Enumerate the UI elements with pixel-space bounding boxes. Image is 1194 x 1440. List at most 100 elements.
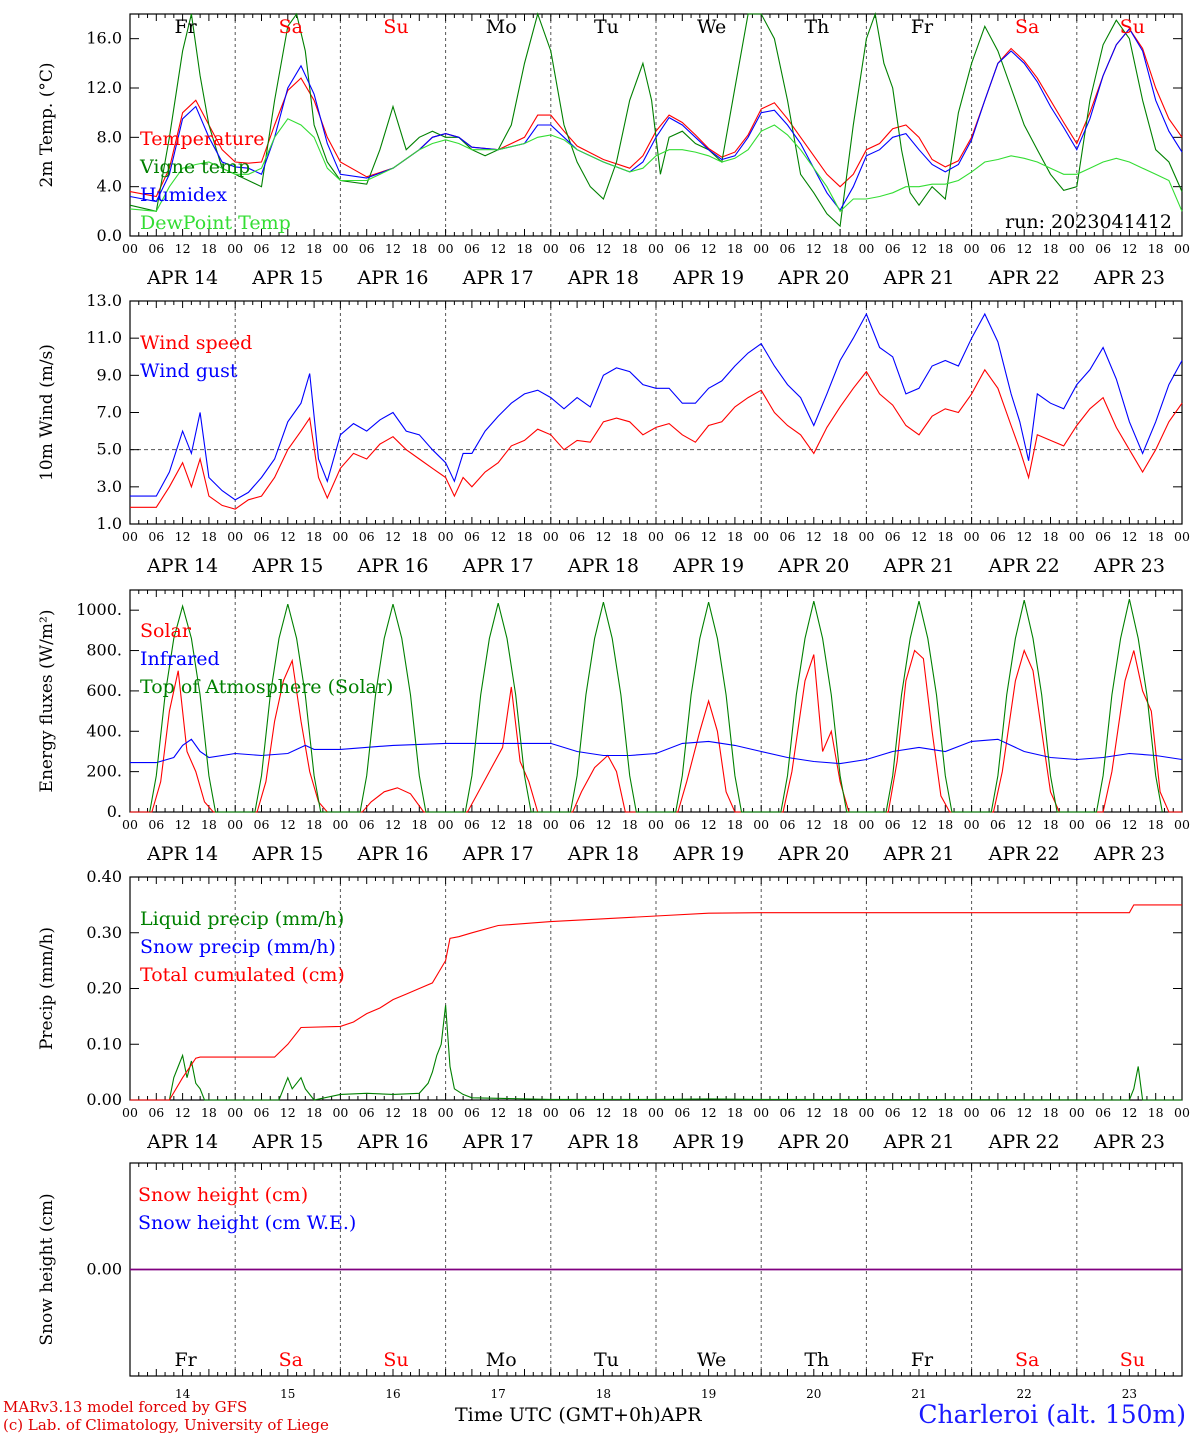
hour-tick-label: 12	[911, 817, 927, 832]
weekday-label: Su	[383, 16, 408, 38]
legend-entry: DewPoint Temp	[140, 212, 291, 234]
hour-tick-label: 18	[306, 1105, 322, 1120]
day-label: APR 16	[356, 843, 428, 865]
y-tick-label: 0.0	[97, 226, 122, 245]
hour-tick-label: 18	[306, 817, 322, 832]
day-number-label: 20	[806, 1387, 821, 1401]
hour-tick-label: 18	[517, 241, 533, 256]
hour-tick-label: 12	[595, 1105, 611, 1120]
y-tick-label: 4.0	[97, 177, 122, 196]
y-tick-label: 0.	[107, 802, 122, 821]
day-label: APR 14	[146, 555, 218, 577]
hour-tick-label: 00	[438, 241, 454, 256]
day-label: APR 23	[1093, 1131, 1165, 1153]
weekday-label: We	[697, 16, 726, 38]
hour-tick-label: 06	[674, 817, 690, 832]
hour-tick-label: 00	[753, 241, 769, 256]
hour-tick-label: 12	[280, 529, 296, 544]
hour-tick-label: 18	[201, 241, 217, 256]
hour-tick-label: 18	[832, 529, 848, 544]
hour-tick-label: 00	[964, 241, 980, 256]
weekday-label: Fr	[911, 1349, 934, 1371]
time-axis-label: Time UTC (GMT+0h)	[455, 1404, 661, 1426]
weekday-label: Th	[804, 16, 829, 38]
hour-tick-label: 18	[622, 817, 638, 832]
hour-tick-label: 06	[1095, 1105, 1111, 1120]
weekday-label: Fr	[911, 16, 934, 38]
day-label: APR 22	[988, 1131, 1060, 1153]
hour-tick-label: 00	[964, 817, 980, 832]
hour-tick-label: 12	[280, 1105, 296, 1120]
day-label: APR 22	[988, 267, 1060, 289]
lab-credit: (c) Lab. of Climatology, University of L…	[3, 1416, 329, 1434]
hour-tick-label: 18	[1148, 529, 1164, 544]
series-line	[129, 27, 1183, 212]
series-line	[130, 312, 1183, 501]
hour-tick-label: 12	[1121, 1105, 1137, 1120]
y-axis-label: Energy fluxes (W/m²)	[37, 610, 57, 793]
hour-tick-label: 18	[306, 529, 322, 544]
hour-tick-label: 18	[517, 817, 533, 832]
hour-tick-label: 12	[911, 241, 927, 256]
y-tick-label: 800.	[86, 641, 122, 660]
day-label: APR 20	[777, 267, 849, 289]
series-line	[130, 904, 1182, 1101]
day-number-label: 19	[701, 1387, 716, 1401]
hour-tick-label: 06	[254, 1105, 270, 1120]
day-label: APR 17	[462, 267, 534, 289]
hour-tick-label: 12	[490, 529, 506, 544]
hour-tick-label: 12	[595, 817, 611, 832]
hour-tick-label: 18	[517, 529, 533, 544]
hour-tick-label: 12	[1016, 817, 1032, 832]
y-tick-label: 200.	[86, 762, 122, 781]
hour-tick-label: 12	[911, 1105, 927, 1120]
weekday-label: Fr	[174, 1349, 197, 1371]
hour-tick-label: 06	[148, 1105, 164, 1120]
hour-tick-label: 06	[885, 529, 901, 544]
hour-tick-label: 18	[1043, 817, 1059, 832]
day-label: APR 14	[146, 843, 218, 865]
hour-tick-label: 00	[858, 241, 874, 256]
day-number-label: 17	[491, 1387, 506, 1401]
day-label: APR 19	[672, 1131, 744, 1153]
hour-tick-label: 06	[990, 241, 1006, 256]
hour-tick-label: 12	[806, 1105, 822, 1120]
hour-tick-label: 12	[911, 529, 927, 544]
hour-tick-label: 12	[280, 241, 296, 256]
day-number-label: 16	[385, 1387, 400, 1401]
station-title: Charleroi (alt. 150m)	[918, 1400, 1186, 1429]
hour-tick-label: 12	[490, 1105, 506, 1120]
hour-tick-label: 18	[622, 241, 638, 256]
day-label: APR 16	[356, 267, 428, 289]
hour-tick-label: 06	[464, 529, 480, 544]
y-tick-label: 0.10	[86, 1034, 122, 1053]
hour-tick-label: 00	[438, 817, 454, 832]
hour-tick-label: 06	[990, 529, 1006, 544]
hour-tick-label: 12	[1016, 241, 1032, 256]
hour-tick-label: 00	[1174, 817, 1190, 832]
legend-entry: Snow height (cm)	[138, 1184, 308, 1206]
hour-tick-label: 18	[411, 241, 427, 256]
hour-tick-label: 06	[780, 241, 796, 256]
hour-tick-label: 00	[543, 529, 559, 544]
hour-tick-label: 12	[175, 1105, 191, 1120]
hour-tick-label: 00	[122, 1105, 138, 1120]
hour-tick-label: 18	[937, 1105, 953, 1120]
hour-tick-label: 18	[411, 529, 427, 544]
hour-tick-label: 00	[1069, 529, 1085, 544]
y-tick-label: 7.0	[97, 403, 122, 422]
hour-tick-label: 06	[674, 1105, 690, 1120]
day-label: APR 21	[882, 555, 954, 577]
hour-tick-label: 00	[648, 241, 664, 256]
hour-tick-label: 00	[1174, 1105, 1190, 1120]
hour-tick-label: 06	[780, 1105, 796, 1120]
day-label: APR 23	[1093, 843, 1165, 865]
hour-tick-label: 12	[175, 241, 191, 256]
hour-tick-label: 00	[227, 241, 243, 256]
hour-tick-label: 06	[148, 529, 164, 544]
hour-tick-label: 00	[122, 241, 138, 256]
hour-tick-label: 18	[937, 241, 953, 256]
hour-tick-label: 06	[148, 817, 164, 832]
y-tick-label: 600.	[86, 681, 122, 700]
hour-tick-label: 00	[332, 817, 348, 832]
